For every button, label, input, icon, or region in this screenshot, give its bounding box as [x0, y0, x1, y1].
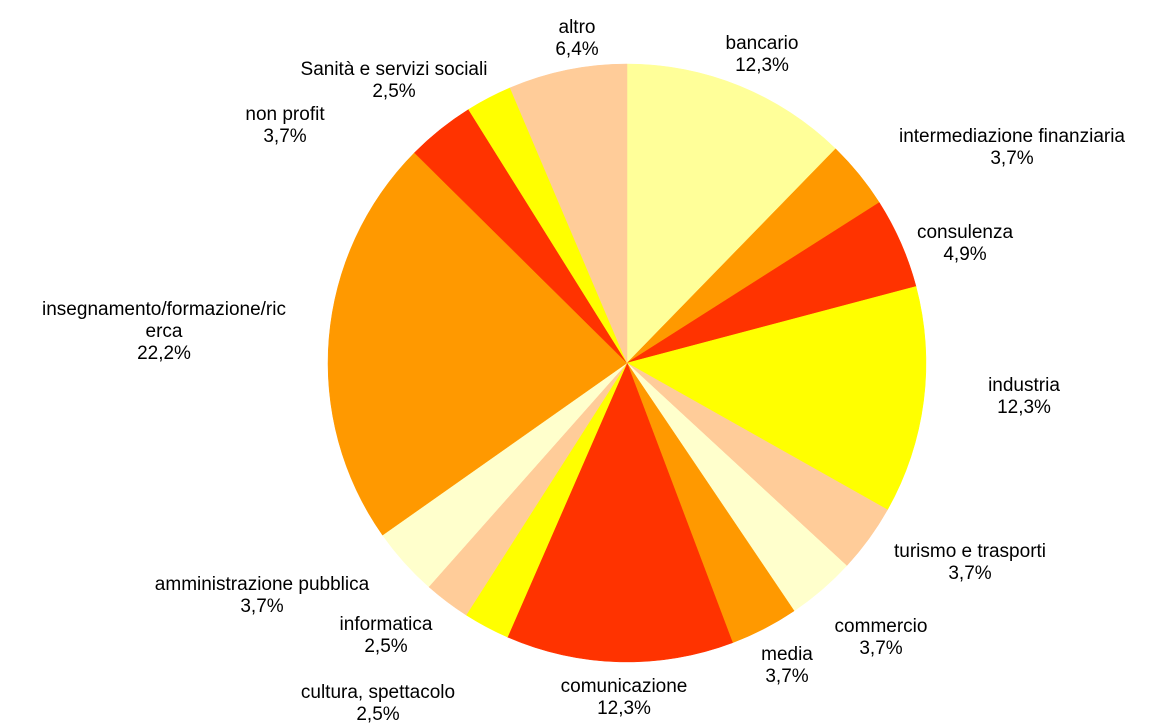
slice-label-8: comunicazione 12,3% — [561, 676, 688, 719]
slice-label-3: consulenza 4,9% — [917, 222, 1014, 265]
slice-label-10: informatica 2,5% — [340, 614, 433, 657]
pie-slice-12 — [327, 152, 628, 536]
slice-label-4: industria 12,3% — [988, 375, 1060, 418]
slice-percent: 3,7% — [990, 148, 1033, 169]
slice-name: media — [761, 644, 813, 665]
slice-percent: 3,7% — [948, 563, 991, 584]
slice-percent: 3,7% — [263, 126, 306, 147]
slice-name: commercio — [835, 616, 928, 637]
slice-label-15: altro 6,4% — [555, 17, 598, 60]
slice-name: Sanità e servizi sociali — [301, 59, 488, 80]
slice-label-5: turismo e trasporti 3,7% — [894, 541, 1046, 584]
slice-percent: 6,4% — [555, 39, 598, 60]
slice-name: amministrazione pubblica — [155, 574, 370, 595]
slice-label-2: intermediazione finanziaria 3,7% — [899, 126, 1125, 169]
slice-label-12: insegnamento/formazione/ric erca 22,2% — [42, 299, 286, 364]
slice-percent: 12,3% — [997, 397, 1051, 418]
slice-label-6: commercio 3,7% — [835, 616, 928, 659]
slice-name: erca — [146, 321, 183, 342]
slice-percent: 4,9% — [943, 244, 986, 265]
slice-label-13: non profit 3,7% — [245, 104, 325, 147]
pie-slices — [327, 63, 927, 663]
pie-slice-4 — [626, 286, 927, 511]
slice-percent: 22,2% — [137, 343, 191, 364]
slice-name: bancario — [726, 33, 799, 54]
slice-label-7: media 3,7% — [761, 644, 813, 687]
pie-slice-8 — [507, 362, 733, 663]
slice-percent: 2,5% — [364, 636, 407, 657]
slice-name: cultura, spettacolo — [301, 682, 455, 703]
pie-labels: bancario 12,3%intermediazione finanziaria… — [42, 17, 1125, 725]
slice-label-11: amministrazione pubblica 3,7% — [155, 574, 370, 617]
pie-slice-1 — [626, 63, 836, 364]
pie-slice-15 — [509, 63, 628, 364]
slice-name: turismo e trasporti — [894, 541, 1046, 562]
slice-name: comunicazione — [561, 676, 688, 697]
slice-name: non profit — [245, 104, 325, 125]
slice-percent: 12,3% — [735, 55, 789, 76]
slice-percent: 3,7% — [765, 666, 808, 687]
slice-label-9: cultura, spettacolo 2,5% — [301, 682, 455, 725]
slice-name: industria — [988, 375, 1060, 396]
slice-name: consulenza — [917, 222, 1014, 243]
slice-label-1: bancario 12,3% — [726, 33, 799, 76]
slice-percent: 2,5% — [372, 81, 415, 102]
slice-percent: 2,5% — [356, 704, 399, 725]
slice-percent: 3,7% — [240, 596, 283, 617]
slice-name: informatica — [340, 614, 433, 635]
slice-name: insegnamento/formazione/ric — [42, 299, 286, 320]
slice-percent: 3,7% — [859, 638, 902, 659]
slice-label-14: Sanità e servizi sociali 2,5% — [301, 59, 488, 102]
slice-percent: 12,3% — [597, 698, 651, 719]
slice-name: intermediazione finanziaria — [899, 126, 1125, 147]
slice-name: altro — [559, 17, 596, 38]
